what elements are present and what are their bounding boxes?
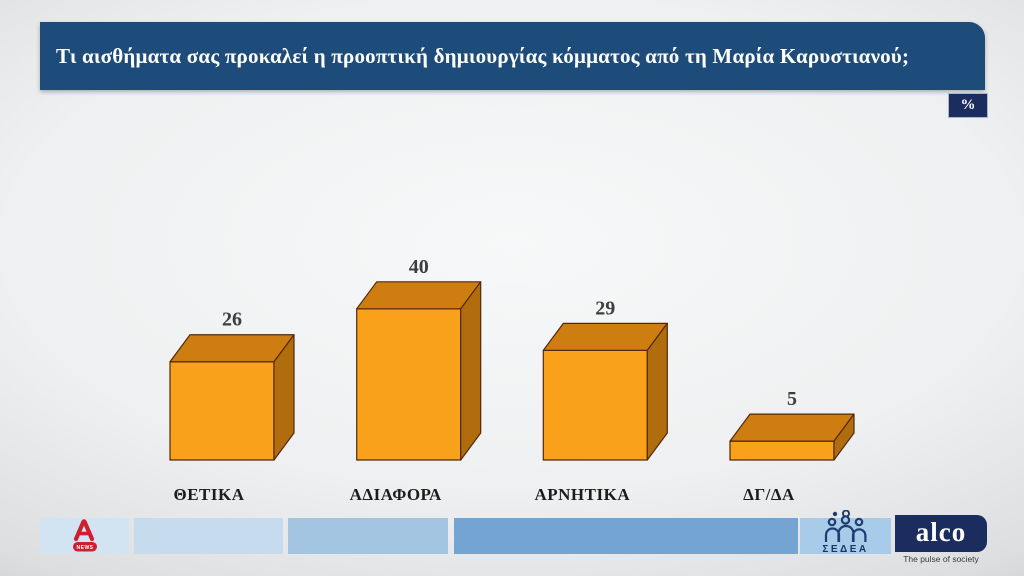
bar-chart: 26 ΘΕΤΙΚΑ 40 ΑΔΙΑΦΟΡΑ 29 ΑΡΝΗΤΙΚΑ 5 ΔΓ/ΔΑ [169,256,855,504]
bar-side-1 [460,281,482,461]
bar-top-2 [542,322,668,351]
category-label-3: ΔΓ/ΔΑ [743,485,795,504]
category-label-1: ΑΔΙΑΦΟΡΑ [350,485,442,504]
alpha-news-logo: NEWS [72,519,97,552]
value-label-0: 26 [222,309,242,331]
value-label-3: 5 [787,388,797,410]
sedea-people-icon [824,510,867,542]
value-label-2: 29 [595,297,615,319]
footer-segment-3 [288,518,448,554]
sedea-logo: ΣΕΔΕΑ [800,508,891,558]
page-title: Τι αισθήματα σας προκαλεί η προοπτική δη… [56,43,910,68]
footer-segment-4 [454,518,798,554]
bar-side-3 [833,413,855,461]
bar-front-3 [729,440,835,461]
question-header: Τι αισθήματα σας προκαλεί η προοπτική δη… [40,22,985,90]
bar-top-1 [356,281,482,310]
category-label-2: ΑΡΝΗΤΙΚΑ [534,485,630,504]
alco-tagline: The pulse of society [903,554,979,564]
value-label-1: 40 [409,256,429,278]
bar-front-2 [542,349,648,461]
news-pill-label: NEWS [76,545,93,551]
bar-front-0 [169,361,275,461]
bar-top-3 [729,413,855,442]
news-pill [72,542,97,552]
bar-side-0 [273,334,295,461]
alpha-a-icon [73,519,94,542]
footer-segment-alpha: NEWS [40,518,129,554]
percent-unit-badge: % [948,93,988,118]
category-label-0: ΘΕΤΙΚΑ [173,485,244,504]
sedea-label: ΣΕΔΕΑ [822,544,869,555]
footer-segment-2 [134,518,283,554]
alco-logo-text: alco [915,516,967,547]
bar-front-1 [356,308,462,461]
alco-logo: alco [895,515,987,552]
bar-top-0 [169,334,295,363]
bar-side-2 [646,322,668,461]
